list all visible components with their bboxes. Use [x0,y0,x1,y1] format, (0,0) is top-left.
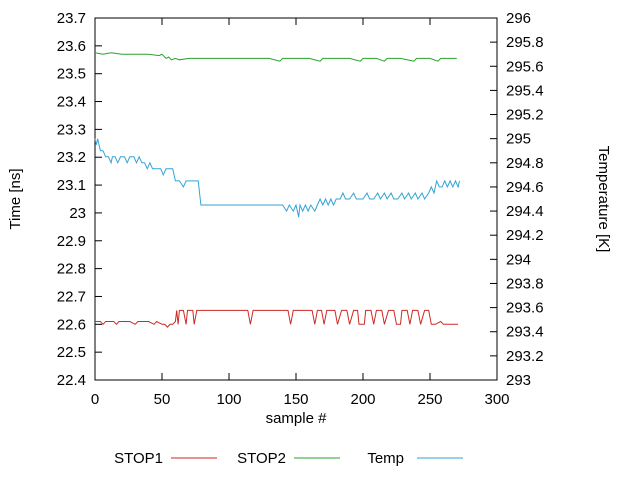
x-tick-label: 50 [154,391,171,408]
y-right-tick-label: 293.8 [506,275,544,292]
y-right-tick-label: 294 [506,251,531,268]
legend-label-stop1: STOP1 [114,450,163,467]
series-line-stop2 [94,52,457,62]
y-right-tick-label: 294.2 [506,227,544,244]
y-left-tick-label: 22.8 [57,261,86,278]
y-axis-label-right: Temperature [K] [595,146,612,253]
y-axis-label-left: Time [ns] [7,168,24,229]
y-left-tick-label: 22.5 [57,344,86,361]
x-tick-label: 0 [91,391,99,408]
y-right-tick-label: 294.8 [506,155,544,172]
x-tick-label: 300 [484,391,509,408]
y-left-tick-label: 23.1 [57,177,86,194]
series-line-stop1 [95,309,459,328]
y-left-tick-label: 22.7 [57,288,86,305]
y-left-tick-label: 23 [69,205,86,222]
y-right-tick-label: 294.4 [506,203,544,220]
y-left-tick-label: 23.3 [57,121,86,138]
legend-label-temp: Temp [367,450,404,467]
y-right-tick-label: 296 [506,10,531,27]
y-right-tick-label: 295.8 [506,34,544,51]
x-tick-label: 200 [350,391,375,408]
y-left-tick-label: 23.6 [57,38,86,55]
y-right-tick-label: 295.2 [506,107,544,124]
legend-label-stop2: STOP2 [237,450,286,467]
y-right-tick-label: 295.4 [506,82,544,99]
y-left-tick-label: 23.4 [57,94,86,111]
legend: STOP1 STOP2 Temp [114,450,463,467]
y-right-tick-label: 293.6 [506,300,544,317]
x-axis-label: sample # [266,410,328,427]
plot-area: 0 50 100 150 200 250 300 22.4 22.5 22.6 22.7 22.8 22… [57,10,544,408]
x-tick-label: 100 [216,391,241,408]
y-right-tick-label: 294.6 [506,179,544,196]
y-right-tick-label: 295 [506,131,531,148]
x-tick-label: 250 [417,391,442,408]
y-left-tick-label: 22.4 [57,372,86,389]
y-right-tick-label: 293 [506,372,531,389]
x-tick-label: 150 [283,391,308,408]
y-right-tick-label: 295.6 [506,58,544,75]
series-line-temp [94,138,460,218]
y-left-tick-label: 23.2 [57,149,86,166]
y-right-tick-label: 293.4 [506,324,544,341]
y-right-tick-label: 293.2 [506,348,544,365]
plot-border [94,17,498,381]
y-left-tick-label: 23.5 [57,66,86,83]
y-left-tick-label: 22.6 [57,316,86,333]
y-left-tick-label: 23.7 [57,10,86,27]
y-left-tick-label: 22.9 [57,233,86,250]
